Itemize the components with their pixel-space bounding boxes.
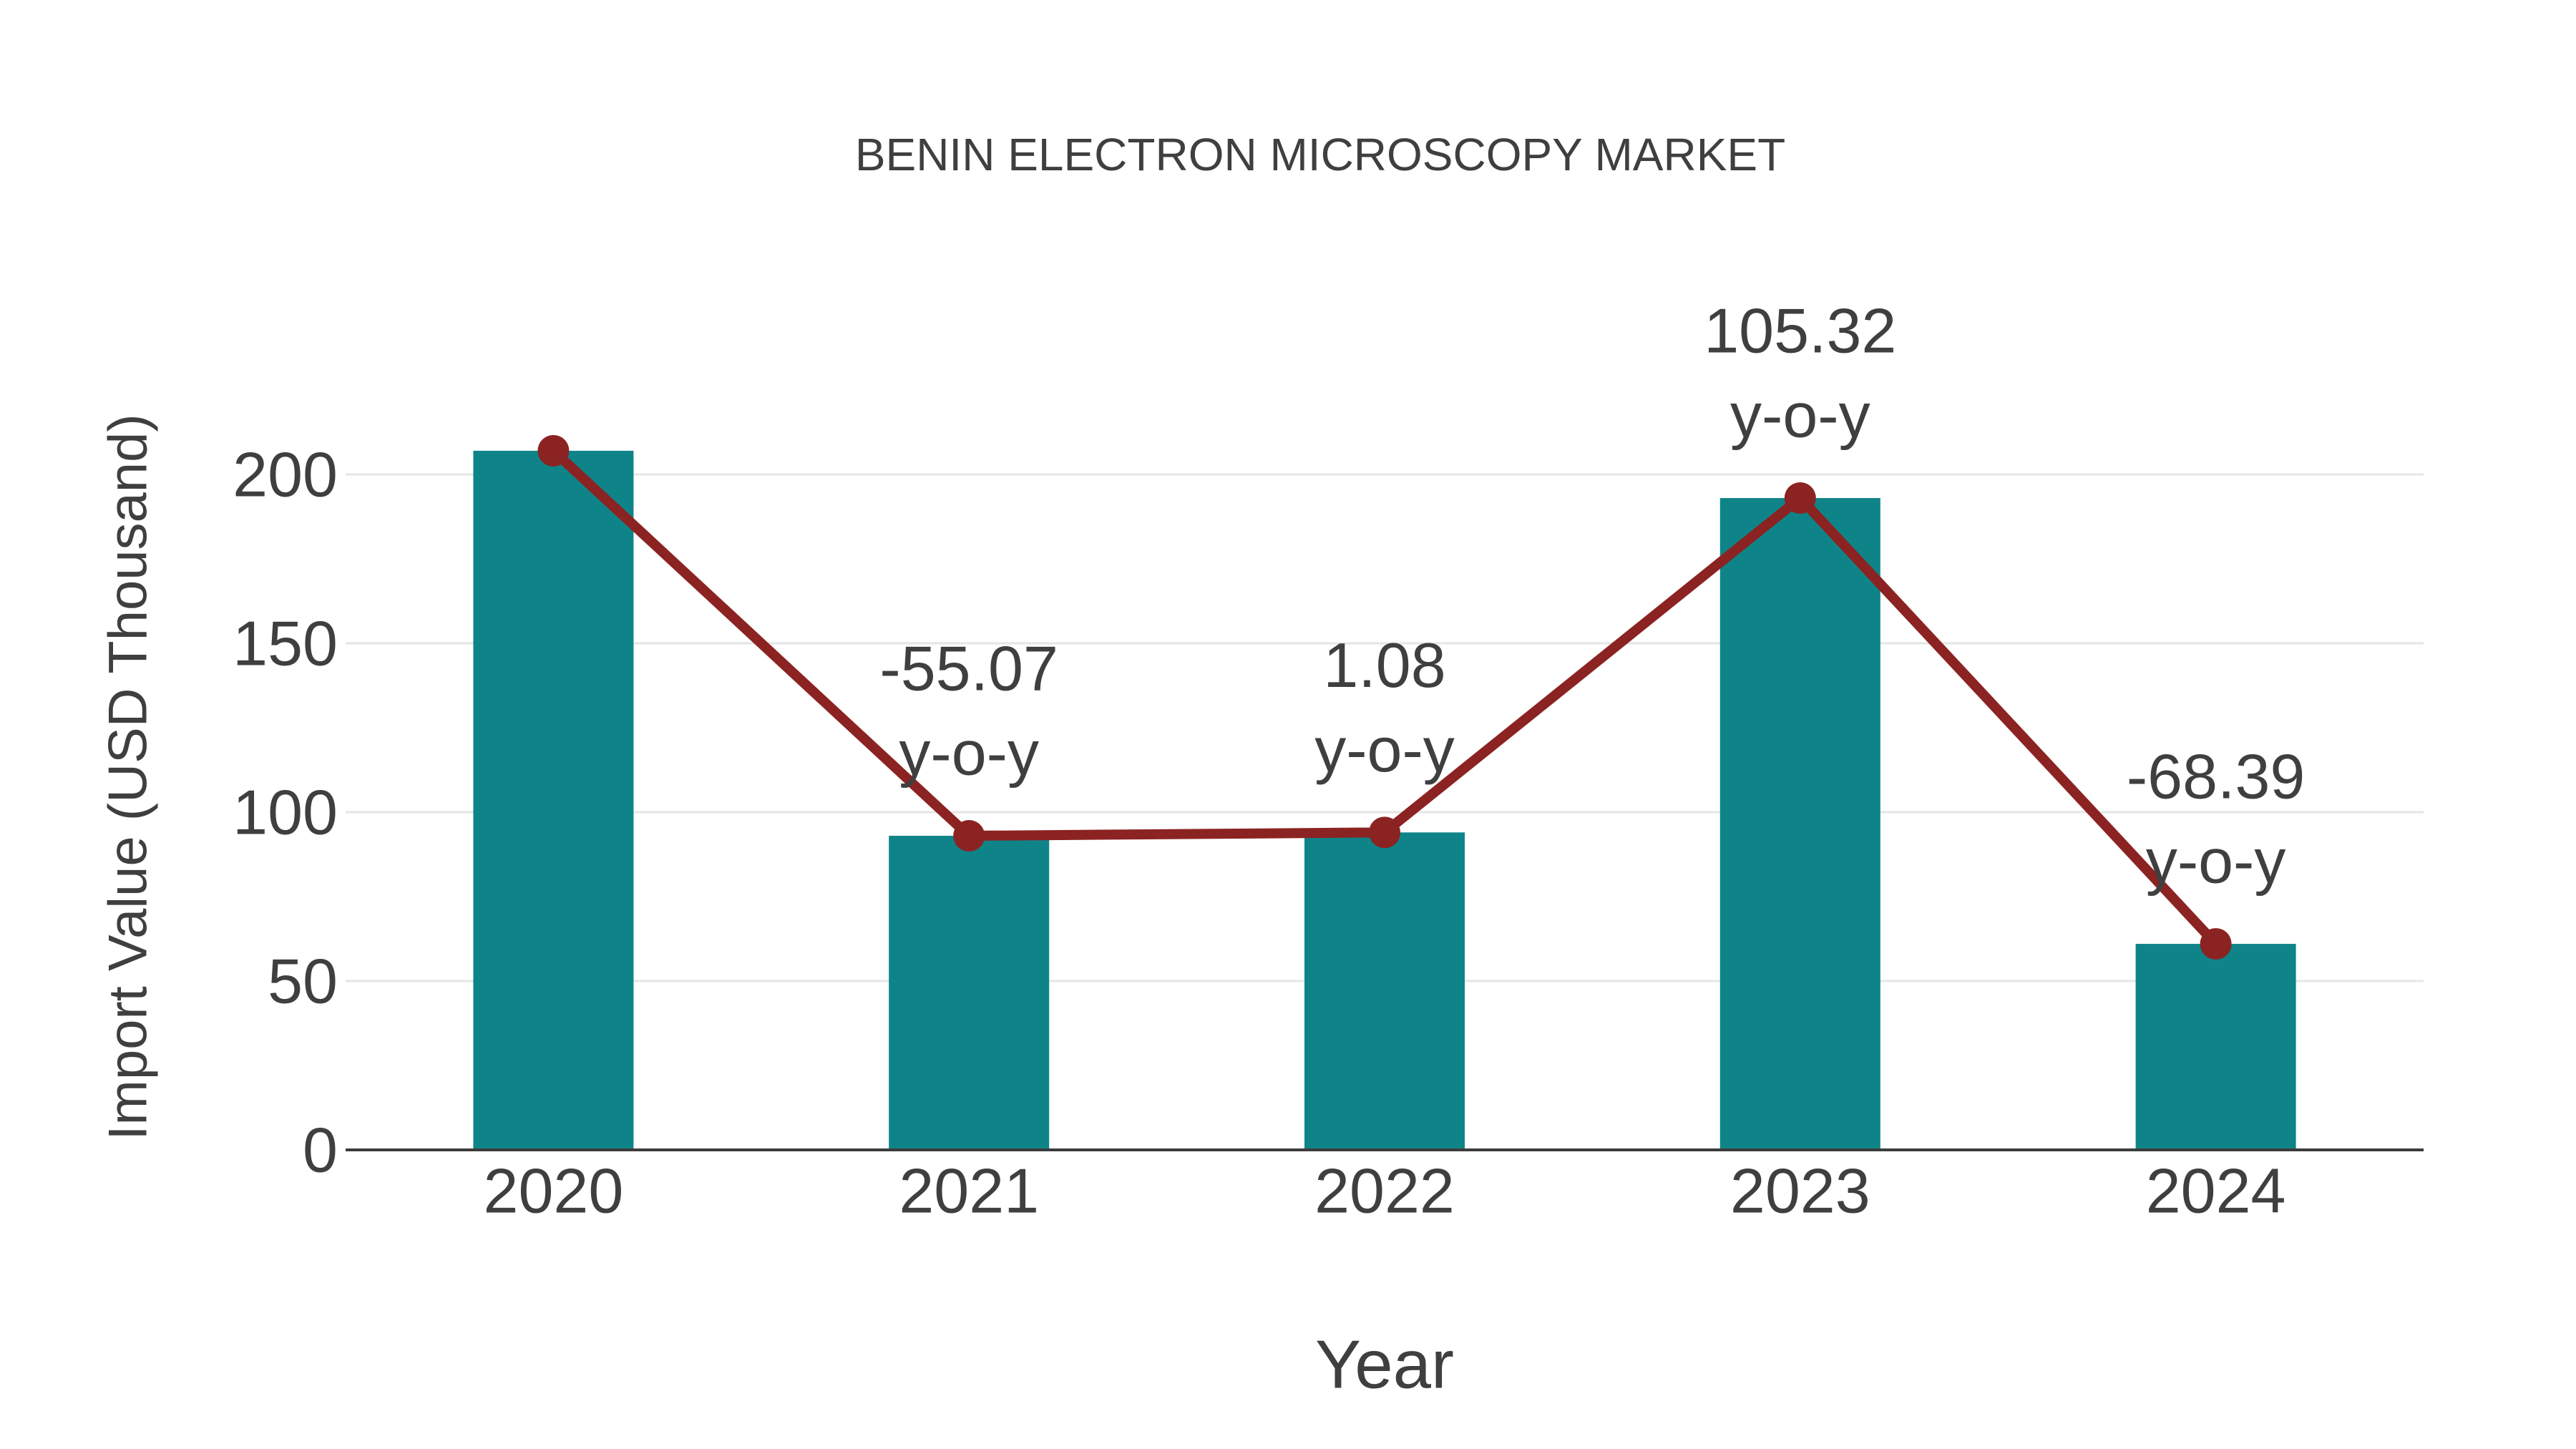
y-tick-label-0: 0 xyxy=(303,1115,338,1186)
y-tick-label-200: 200 xyxy=(233,439,338,510)
annotation-yoy-label-2022: y-o-y xyxy=(1314,714,1455,785)
chart-title: BENIN ELECTRON MICROSCOPY MARKET xyxy=(855,129,1785,180)
bar-2020 xyxy=(473,450,634,1150)
line-series-group xyxy=(537,434,2232,960)
bar-2022 xyxy=(1304,832,1465,1150)
x-tick-label-2020: 2020 xyxy=(484,1156,624,1226)
trend-marker-2021 xyxy=(953,820,985,852)
annotation-value-2023: 105.32 xyxy=(1704,296,1896,366)
bar-series-group xyxy=(473,450,2296,1150)
y-tick-label-50: 50 xyxy=(268,946,338,1017)
annotation-yoy-label-2021: y-o-y xyxy=(899,718,1039,789)
x-tick-labels-group: 2020 2021 2022 2023 2024 xyxy=(484,1156,2286,1226)
bar-2023 xyxy=(1719,498,1880,1150)
x-tick-label-2021: 2021 xyxy=(899,1156,1039,1226)
annotations-group: -55.07 y-o-y 1.08 y-o-y 105.32 y-o-y -68.39 y-o… xyxy=(879,296,2305,897)
y-tick-label-100: 100 xyxy=(233,777,338,848)
trend-marker-2024 xyxy=(2200,928,2232,960)
trend-marker-2022 xyxy=(1369,816,1400,849)
y-tick-label-150: 150 xyxy=(233,608,338,679)
y-tick-labels-group: 0 50 100 150 200 xyxy=(233,439,338,1186)
trend-marker-2020 xyxy=(537,434,570,467)
annotation-value-2022: 1.08 xyxy=(1323,630,1445,701)
y-axis-title: Import Value (USD Thousand) xyxy=(98,414,159,1140)
annotation-value-2021: -55.07 xyxy=(879,633,1058,704)
x-tick-label-2024: 2024 xyxy=(2146,1156,2286,1226)
trend-marker-2023 xyxy=(1784,482,1816,514)
annotation-yoy-label-2024: y-o-y xyxy=(2146,826,2286,897)
bar-2021 xyxy=(889,836,1050,1150)
bar-2024 xyxy=(2135,944,2296,1150)
annotation-yoy-label-2023: y-o-y xyxy=(1730,380,1870,451)
x-tick-label-2023: 2023 xyxy=(1730,1156,1870,1226)
x-axis-title: Year xyxy=(1315,1327,1454,1403)
annotation-value-2024: -68.39 xyxy=(2127,741,2306,812)
x-tick-label-2022: 2022 xyxy=(1314,1156,1455,1226)
